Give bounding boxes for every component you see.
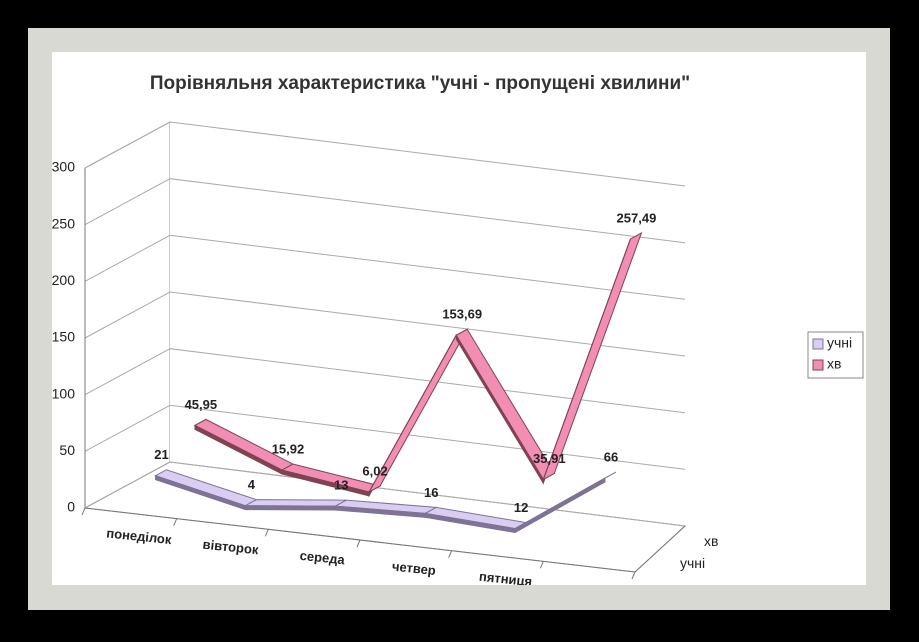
x-tick <box>631 571 636 580</box>
value-label: 6,02 <box>362 463 387 478</box>
x-tick-label: вівторок <box>202 537 260 558</box>
y-tick-label: 150 <box>52 329 76 345</box>
grid-line <box>84 234 686 300</box>
depth-axis <box>634 525 686 573</box>
value-label: 257,49 <box>617 210 657 225</box>
x-tick-label: середа <box>299 548 346 568</box>
value-label: 13 <box>334 478 348 493</box>
grid-line <box>84 404 686 470</box>
y-tick-label: 200 <box>52 272 76 288</box>
x-tick <box>356 539 361 548</box>
plot: 0 50 100 150 200 250 300 понеділок вівторок серед… <box>52 121 687 589</box>
grid-line <box>84 121 686 187</box>
value-label: 4 <box>248 477 256 492</box>
x-tick <box>81 507 86 516</box>
series-line <box>155 475 606 530</box>
x-tick <box>448 550 453 558</box>
y-tick-label: 50 <box>59 442 75 458</box>
value-label: 35,91 <box>533 451 566 466</box>
y-tick-label: 250 <box>52 215 76 231</box>
legend-swatch <box>812 359 824 371</box>
x-tick-label: понеділок <box>106 525 173 547</box>
value-label: 45,95 <box>185 397 218 412</box>
value-label: 153,69 <box>442 307 482 322</box>
value-label: 16 <box>424 485 438 500</box>
depth-label: учні <box>680 555 705 571</box>
value-label: 21 <box>154 447 168 462</box>
x-tick-label: пятниця <box>478 569 533 589</box>
grid-line <box>84 348 686 414</box>
grid-line <box>84 291 686 357</box>
x-tick <box>264 529 269 537</box>
legend-label: хв <box>827 356 841 372</box>
value-label: 12 <box>514 500 528 515</box>
value-label: 66 <box>604 450 618 465</box>
y-tick-label: 300 <box>52 159 76 175</box>
chart-title: Порівняльня характеристика "учні - пропу… <box>150 73 690 94</box>
value-label: 15,92 <box>272 442 305 457</box>
ribbon-top <box>245 499 347 507</box>
x-tick <box>173 518 178 526</box>
x-tick-label: четвер <box>391 559 436 579</box>
legend-label: учні <box>827 335 852 351</box>
x-tick <box>539 561 544 569</box>
grid-line <box>84 461 686 527</box>
depth-label: хв <box>704 533 718 549</box>
grid-line <box>84 178 686 244</box>
y-tick-label: 0 <box>67 499 75 515</box>
y-tick-label: 100 <box>52 385 76 401</box>
series-line <box>194 238 631 493</box>
legend-swatch <box>812 338 824 350</box>
